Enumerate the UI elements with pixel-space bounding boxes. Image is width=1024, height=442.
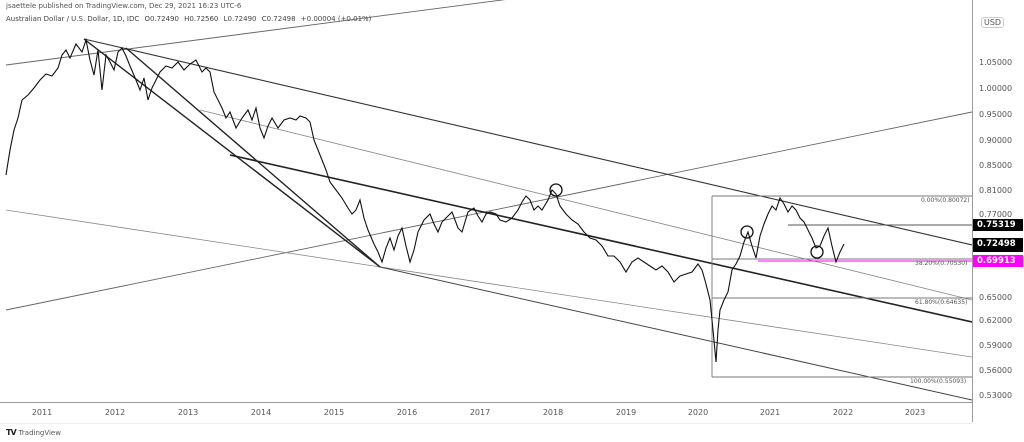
price-tick: 0.65000 xyxy=(979,293,1013,302)
year-label: 2011 xyxy=(31,408,53,417)
chart-plot-area[interactable] xyxy=(0,0,972,402)
fib-retracement[interactable] xyxy=(711,195,972,378)
ohlc-open: O0.72490 xyxy=(144,15,179,23)
year-label: 2015 xyxy=(323,408,345,417)
tradingview-logo-icon: TV xyxy=(6,428,17,437)
circle-marker-2020[interactable] xyxy=(740,225,754,239)
price-tag-magenta: 0.69913 xyxy=(973,255,1023,267)
time-axis[interactable]: 2011 2012 2013 2014 2015 2016 2017 2018 … xyxy=(0,402,972,424)
year-label: 2016 xyxy=(396,408,418,417)
ohlc-high: H0.72560 xyxy=(184,15,219,23)
fib-label-0: 0.00%(0.80072) xyxy=(921,197,970,204)
circle-marker-2021[interactable] xyxy=(810,245,824,259)
year-label: 2020 xyxy=(687,408,709,417)
price-tick: 1.00000 xyxy=(979,84,1013,93)
price-tick: 0.53000 xyxy=(979,391,1013,400)
price-tick: 0.56000 xyxy=(979,366,1013,375)
year-label: 2017 xyxy=(469,408,491,417)
year-label: 2022 xyxy=(832,408,854,417)
currency-badge[interactable]: USD xyxy=(981,17,1005,28)
price-tick: 0.81000 xyxy=(979,186,1013,195)
symbol-legend: Australian Dollar / U.S. Dollar, 1D, IDC… xyxy=(6,15,374,23)
fib-label-61: 61.80%(0.64635) xyxy=(915,299,968,306)
brand-name: TradingView xyxy=(18,428,61,437)
price-tick: 1.05000 xyxy=(979,58,1013,67)
fib-label-38: 38.20%(0.70530) xyxy=(915,260,968,267)
year-label: 2019 xyxy=(615,408,637,417)
ohlc-change: +0.00004 (+0.01%) xyxy=(300,15,372,23)
year-label: 2023 xyxy=(904,408,926,417)
price-tick: 0.95000 xyxy=(979,110,1013,119)
ohlc-low: L0.72490 xyxy=(223,15,257,23)
price-tag-last: 0.72498 xyxy=(973,238,1023,252)
price-tag-level: 0.75319 xyxy=(973,219,1023,231)
ohlc-close: C0.72498 xyxy=(261,15,296,23)
fib-label-100: 100.00%(0.55093) xyxy=(910,378,967,385)
price-tick: 0.77000 xyxy=(979,210,1013,219)
year-label: 2013 xyxy=(177,408,199,417)
price-tick: 0.59000 xyxy=(979,341,1013,350)
year-label: 2021 xyxy=(759,408,781,417)
trendlines xyxy=(5,0,972,401)
year-label: 2018 xyxy=(542,408,564,417)
price-tick: 0.85000 xyxy=(979,161,1013,170)
publish-info: jsaettele published on TradingView.com, … xyxy=(6,2,242,10)
year-label: 2014 xyxy=(250,408,272,417)
price-tick: 0.62000 xyxy=(979,316,1013,325)
price-series xyxy=(5,37,845,363)
circle-marker-2018[interactable] xyxy=(549,183,563,197)
price-tick: 0.90000 xyxy=(979,136,1013,145)
symbol-name[interactable]: Australian Dollar / U.S. Dollar, 1D, IDC xyxy=(6,15,140,23)
year-label: 2012 xyxy=(104,408,126,417)
price-axis[interactable]: USD 1.05000 1.00000 0.95000 0.90000 0.85… xyxy=(972,0,1024,422)
tradingview-branding[interactable]: TV TradingView xyxy=(6,428,61,437)
